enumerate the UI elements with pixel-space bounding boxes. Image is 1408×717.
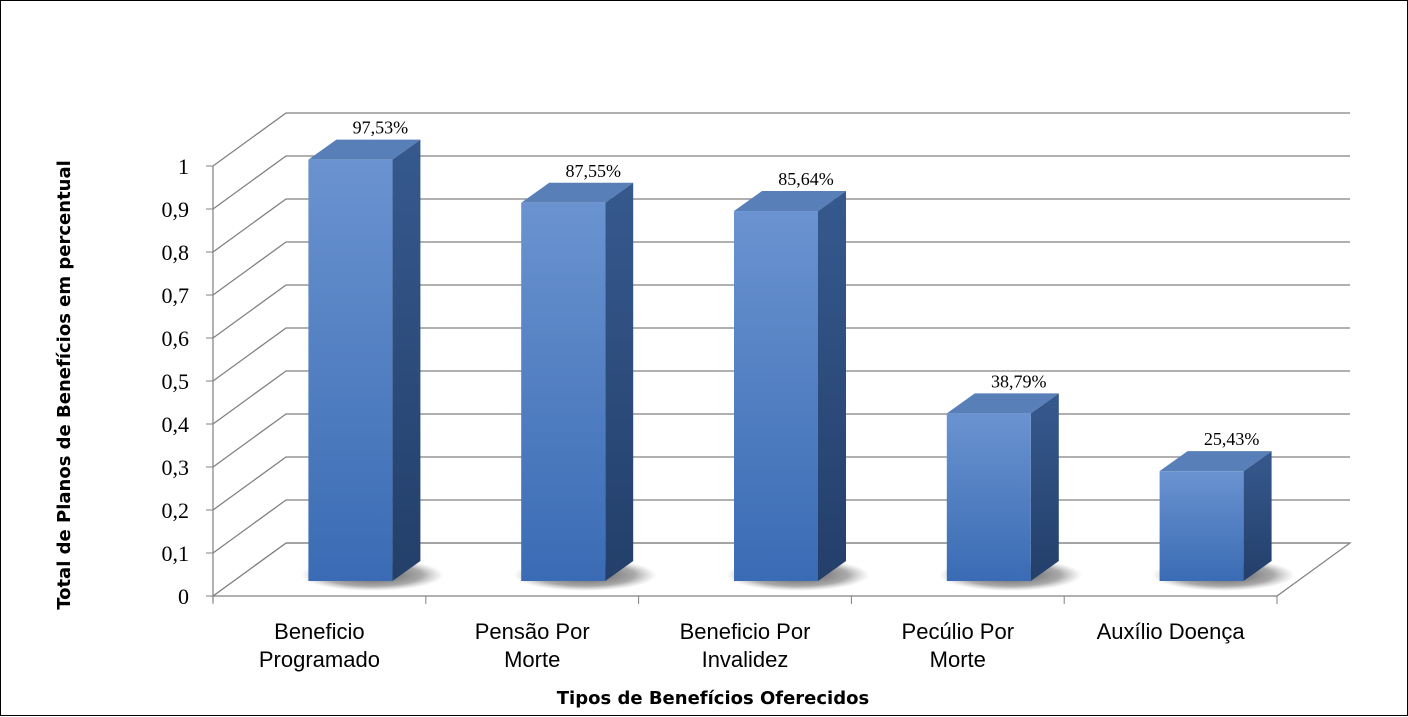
y-axis-title: Total de Planos de Benefícios em percent…: [54, 160, 75, 610]
grid-line: [212, 370, 1350, 425]
y-tick-label: 0: [178, 584, 189, 609]
bar-top: [1159, 451, 1272, 472]
grid-line: [212, 198, 1350, 253]
data-label: 97,53%: [353, 118, 409, 138]
y-tick-label: 0,9: [162, 197, 190, 222]
y-tick-label: 0,6: [162, 326, 190, 351]
data-label: 25,43%: [1204, 429, 1260, 449]
y-tick-label: 0,2: [162, 498, 190, 523]
grid-line: [212, 155, 1350, 210]
y-tick-label: 0,7: [162, 283, 190, 308]
category-label: Beneficio Programado: [259, 619, 380, 672]
grid-line: [212, 284, 1350, 339]
grid-line: [212, 327, 1350, 382]
bar: [1159, 451, 1272, 581]
bar: [521, 182, 634, 581]
bar-top: [946, 393, 1059, 414]
grid-line: [212, 112, 1350, 167]
bar-front: [946, 413, 1031, 581]
bars: [308, 139, 1272, 581]
y-tick-label: 0,5: [162, 369, 190, 394]
y-tick-label: 0,8: [162, 240, 190, 265]
category-label: Pecúlio Por Morte: [902, 619, 1015, 672]
category-label: Auxílio Doença: [1097, 619, 1246, 644]
grid-line: [212, 241, 1350, 296]
category-labels: Beneficio Programado Pensão Por Morte Benefi…: [259, 619, 1245, 672]
bar-side: [605, 182, 634, 581]
bar-side: [1243, 451, 1272, 581]
y-tick-label: 0,3: [162, 455, 190, 480]
y-tick-label: 0,1: [162, 541, 190, 566]
y-tick-labels: 0 0,1 0,2 0,3 0,4 0,5 0,6 0,7 0,8 0,9 1: [162, 154, 213, 609]
bar-front: [734, 211, 818, 581]
data-label: 87,55%: [565, 161, 621, 181]
category-label: Pensão Por Morte: [475, 619, 590, 672]
data-label: 85,64%: [778, 169, 834, 189]
x-axis-title: Tipos de Benefícios Oferecidos: [557, 688, 869, 709]
bar-front: [308, 159, 393, 581]
y-tick-label: 1: [178, 154, 189, 179]
bar: [308, 139, 421, 581]
bar: [946, 393, 1059, 581]
bar: [734, 191, 846, 581]
bar-top: [521, 182, 634, 203]
bar-top: [734, 191, 846, 212]
category-label: Beneficio Por Invalidez: [680, 619, 811, 672]
bar-side: [392, 139, 421, 581]
bar-side: [1030, 393, 1059, 581]
y-tick-label: 0,4: [162, 412, 190, 437]
data-label: 38,79%: [991, 371, 1047, 391]
bar-top: [308, 139, 421, 160]
bar-front: [1159, 471, 1244, 581]
bar-front: [521, 202, 606, 581]
data-labels: 97,53% 87,55% 85,64% 38,79% 25,43%: [353, 118, 1260, 449]
bar-side: [818, 191, 846, 581]
